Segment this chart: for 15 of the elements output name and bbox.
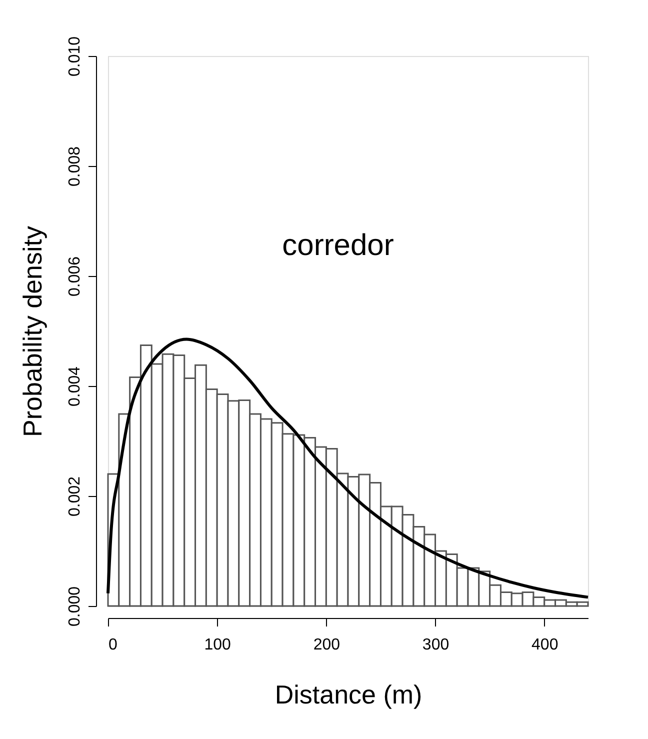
x-tick-label: 300 (422, 636, 450, 654)
y-tick-label: 0.010 (66, 36, 84, 77)
x-tick-label: 0 (108, 636, 118, 654)
y-tick-label: 0.000 (66, 586, 84, 627)
line-series (106, 338, 590, 599)
y-axis-title: Probability density (18, 226, 48, 437)
x-axis-title: Distance (m) (274, 680, 422, 710)
y-tick-label: 0.002 (66, 476, 84, 517)
y-tick-label: 0.008 (66, 146, 84, 187)
annotation: corredor (282, 229, 394, 262)
x-tick-label: 200 (313, 636, 340, 654)
y-tick-label: 0.004 (66, 366, 84, 407)
x-tick-label: 100 (204, 636, 232, 654)
y-tick-label: 0.006 (66, 256, 84, 297)
x-tick-label: 400 (532, 636, 558, 654)
